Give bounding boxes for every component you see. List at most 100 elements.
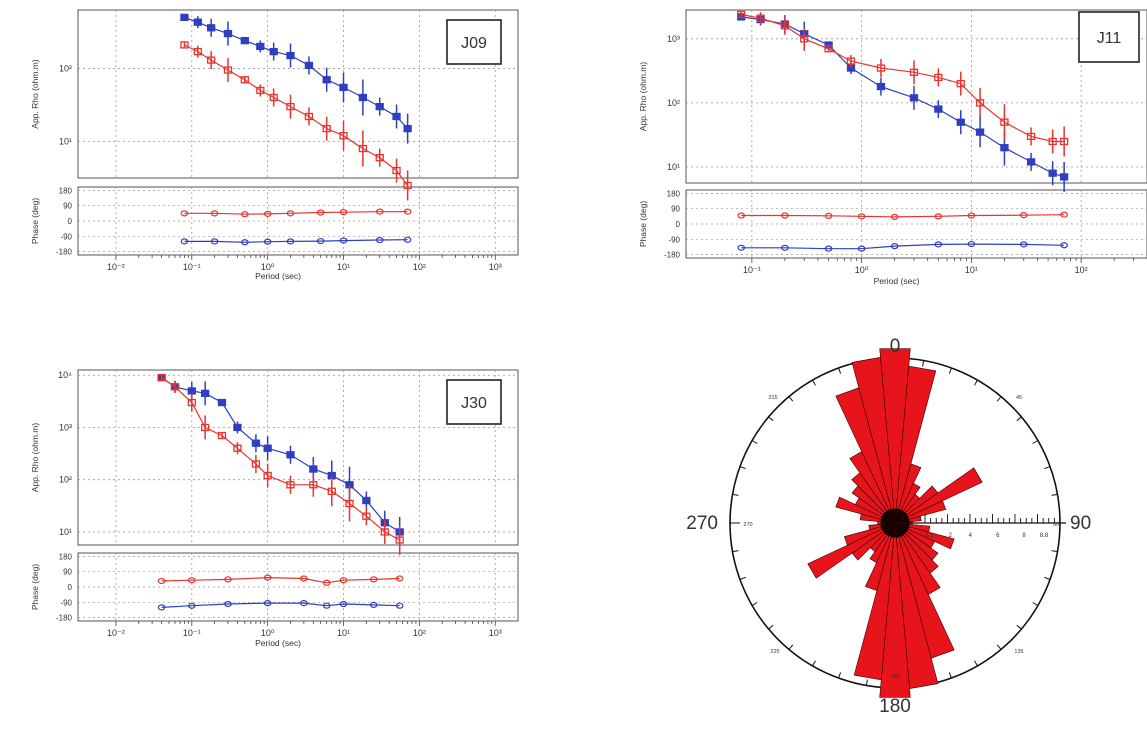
phase-data-point bbox=[316, 237, 325, 245]
phase-y-tick-label: -90 bbox=[668, 235, 680, 244]
phase-series-blue-line bbox=[741, 243, 1065, 250]
rho-data-point bbox=[1026, 158, 1036, 166]
phase-data-point bbox=[967, 212, 976, 219]
x-tick-label: 10¹ bbox=[337, 262, 350, 272]
phase-data-point bbox=[781, 212, 789, 219]
rho-data-point bbox=[217, 431, 227, 440]
phase-data-point bbox=[375, 208, 384, 215]
rho-data-point bbox=[256, 42, 265, 51]
phase-series-blue-line bbox=[184, 239, 408, 243]
rose-compass-tick bbox=[732, 493, 739, 496]
x-tick-label: 10³ bbox=[489, 628, 502, 638]
rose-minor-label: 135 bbox=[1014, 649, 1023, 655]
x-tick-label: 10² bbox=[413, 628, 426, 638]
rose-compass-tick bbox=[768, 416, 774, 422]
phase-data-point bbox=[263, 238, 272, 245]
rose-radial-label: 4 bbox=[969, 533, 973, 539]
rho-data-point bbox=[876, 64, 886, 72]
phase-data-point bbox=[395, 575, 404, 582]
phase-data-point bbox=[157, 604, 166, 611]
phase-series-blue-line bbox=[161, 602, 400, 608]
rose-compass-tick bbox=[838, 367, 842, 374]
rho-data-point bbox=[233, 423, 242, 432]
rho-data-point bbox=[217, 398, 227, 407]
rose-compass-tick bbox=[751, 602, 758, 606]
phase-data-point bbox=[369, 601, 378, 608]
rho-data-point bbox=[403, 124, 412, 133]
rose-compass-tick bbox=[768, 624, 774, 630]
rho-data-point bbox=[322, 76, 331, 84]
phase-data-point bbox=[180, 210, 189, 217]
phase-y-tick-label: -180 bbox=[56, 614, 73, 623]
rho-plot-frame bbox=[77, 369, 519, 546]
rho-data-point bbox=[380, 528, 389, 536]
rose-radial-label: 6 bbox=[996, 533, 1000, 539]
x-tick-label: 10⁻² bbox=[107, 628, 125, 638]
phase-y-tick-label: 180 bbox=[59, 552, 73, 561]
rose-label-east: 90 bbox=[1070, 513, 1091, 534]
phase-data-point bbox=[322, 602, 331, 609]
phase-data-point bbox=[890, 213, 899, 220]
x-tick-label: 10⁰ bbox=[855, 265, 869, 275]
phase-data-point bbox=[241, 211, 249, 218]
station-label-box bbox=[446, 379, 502, 425]
phase-data-point bbox=[934, 241, 943, 248]
station-label: J30 bbox=[461, 395, 487, 412]
phase-y-tick-label: 90 bbox=[63, 202, 72, 211]
phase-data-point bbox=[369, 576, 378, 583]
rose-compass-tick bbox=[974, 660, 978, 667]
rose-radial-label: 8 bbox=[1022, 533, 1026, 539]
rose-compass-tick bbox=[1051, 550, 1058, 553]
rho-data-point bbox=[956, 79, 965, 88]
rho-data-point bbox=[322, 124, 331, 133]
rho-data-point bbox=[304, 61, 314, 70]
rho-data-point bbox=[1026, 132, 1036, 141]
x-tick-label: 10⁰ bbox=[261, 628, 275, 638]
rose-compass-tick bbox=[1016, 416, 1022, 422]
x-tick-label: 10⁻¹ bbox=[743, 265, 761, 275]
y-axis-title: App. Rho (ohm.m) bbox=[30, 59, 40, 129]
rho-data-point bbox=[824, 45, 833, 53]
phase-data-point bbox=[210, 238, 219, 245]
rho-data-point bbox=[256, 86, 265, 95]
station-label-box bbox=[1078, 11, 1140, 63]
phase-data-point bbox=[316, 209, 325, 216]
rho-data-point bbox=[846, 57, 856, 65]
rho-data-point bbox=[193, 47, 202, 56]
rose-compass-tick bbox=[838, 672, 842, 679]
x-axis-title: Period (sec) bbox=[255, 271, 301, 281]
rho-data-point bbox=[193, 18, 202, 26]
phase-data-point bbox=[241, 239, 249, 246]
phase-data-point bbox=[737, 244, 746, 251]
rose-compass-tick bbox=[974, 379, 978, 386]
rho-data-point bbox=[1048, 169, 1057, 177]
phase-data-point bbox=[339, 209, 348, 216]
phase-y-tick-label: -180 bbox=[56, 248, 73, 257]
rose-compass-tick bbox=[948, 672, 952, 679]
rose-minor-label: 225 bbox=[770, 649, 779, 655]
rose-compass-tick bbox=[1051, 493, 1058, 496]
rho-data-point bbox=[286, 51, 295, 60]
y-tick-label: 10¹ bbox=[59, 136, 72, 146]
phase-data-point bbox=[403, 236, 412, 243]
phase-y-tick-label: 90 bbox=[63, 568, 72, 577]
rho-data-point bbox=[240, 37, 249, 45]
rho-data-point bbox=[1059, 137, 1069, 146]
rose-minor-label: 90 bbox=[1053, 522, 1059, 528]
x-tick-label: 10¹ bbox=[965, 265, 978, 275]
x-tick-label: 10⁻² bbox=[107, 262, 125, 272]
rose-minor-label: 315 bbox=[768, 395, 777, 401]
rho-data-point bbox=[345, 499, 354, 508]
rho-data-point bbox=[286, 451, 295, 459]
y-tick-label: 10¹ bbox=[59, 527, 72, 537]
station-label: J09 bbox=[461, 35, 487, 52]
mt-panel-j11: 10⁻¹ 10⁰ 10¹ 10² 10¹ 10² 10³ 180 90 0 -90 -180 Perio… bbox=[638, 9, 1147, 286]
rho-data-point bbox=[934, 105, 943, 113]
rose-label-south: 180 bbox=[879, 696, 911, 717]
rho-data-point bbox=[201, 389, 210, 397]
rho-data-point bbox=[1059, 173, 1069, 181]
mt-panel-j09: 10⁻²10⁻¹10⁰10¹10²10³10¹10²10³180900-90-1… bbox=[30, 0, 519, 281]
rho-data-point bbox=[269, 93, 278, 102]
station-label-box bbox=[446, 19, 502, 65]
x-tick-label: 10³ bbox=[489, 262, 502, 272]
